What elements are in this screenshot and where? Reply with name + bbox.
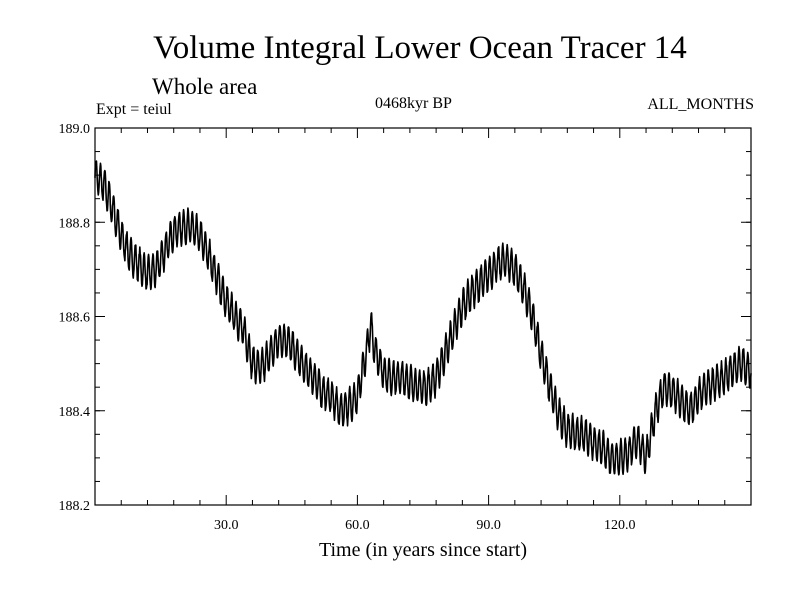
x-tick-label: 120.0	[604, 518, 636, 533]
series-line	[94, 160, 752, 476]
y-tick-label: 189.0	[59, 122, 91, 137]
plot-frame	[94, 127, 752, 506]
months-label: ALL_MONTHS	[647, 96, 754, 113]
x-tick-label: 30.0	[214, 518, 239, 533]
chart-subtitle: Whole area	[152, 74, 258, 99]
tick-marks	[95, 127, 751, 506]
y-tick-labels: 188.2 188.4 188.6 188.8 189.0	[59, 122, 91, 514]
period-label: 0468kyr BP	[375, 95, 452, 112]
y-tick-label: 188.6	[59, 311, 91, 326]
x-tick-label: 90.0	[476, 518, 501, 533]
chart-title: Volume Integral Lower Ocean Tracer 14	[153, 30, 687, 66]
y-tick-label: 188.4	[59, 405, 91, 420]
x-tick-labels: 30.0 60.0 90.0 120.0	[214, 518, 636, 533]
x-tick-label: 60.0	[345, 518, 370, 533]
x-axis-title: Time (in years since start)	[319, 539, 527, 561]
y-tick-label: 188.2	[59, 499, 91, 514]
y-tick-label: 188.8	[59, 216, 91, 231]
experiment-label: Expt = teiul	[96, 101, 172, 118]
